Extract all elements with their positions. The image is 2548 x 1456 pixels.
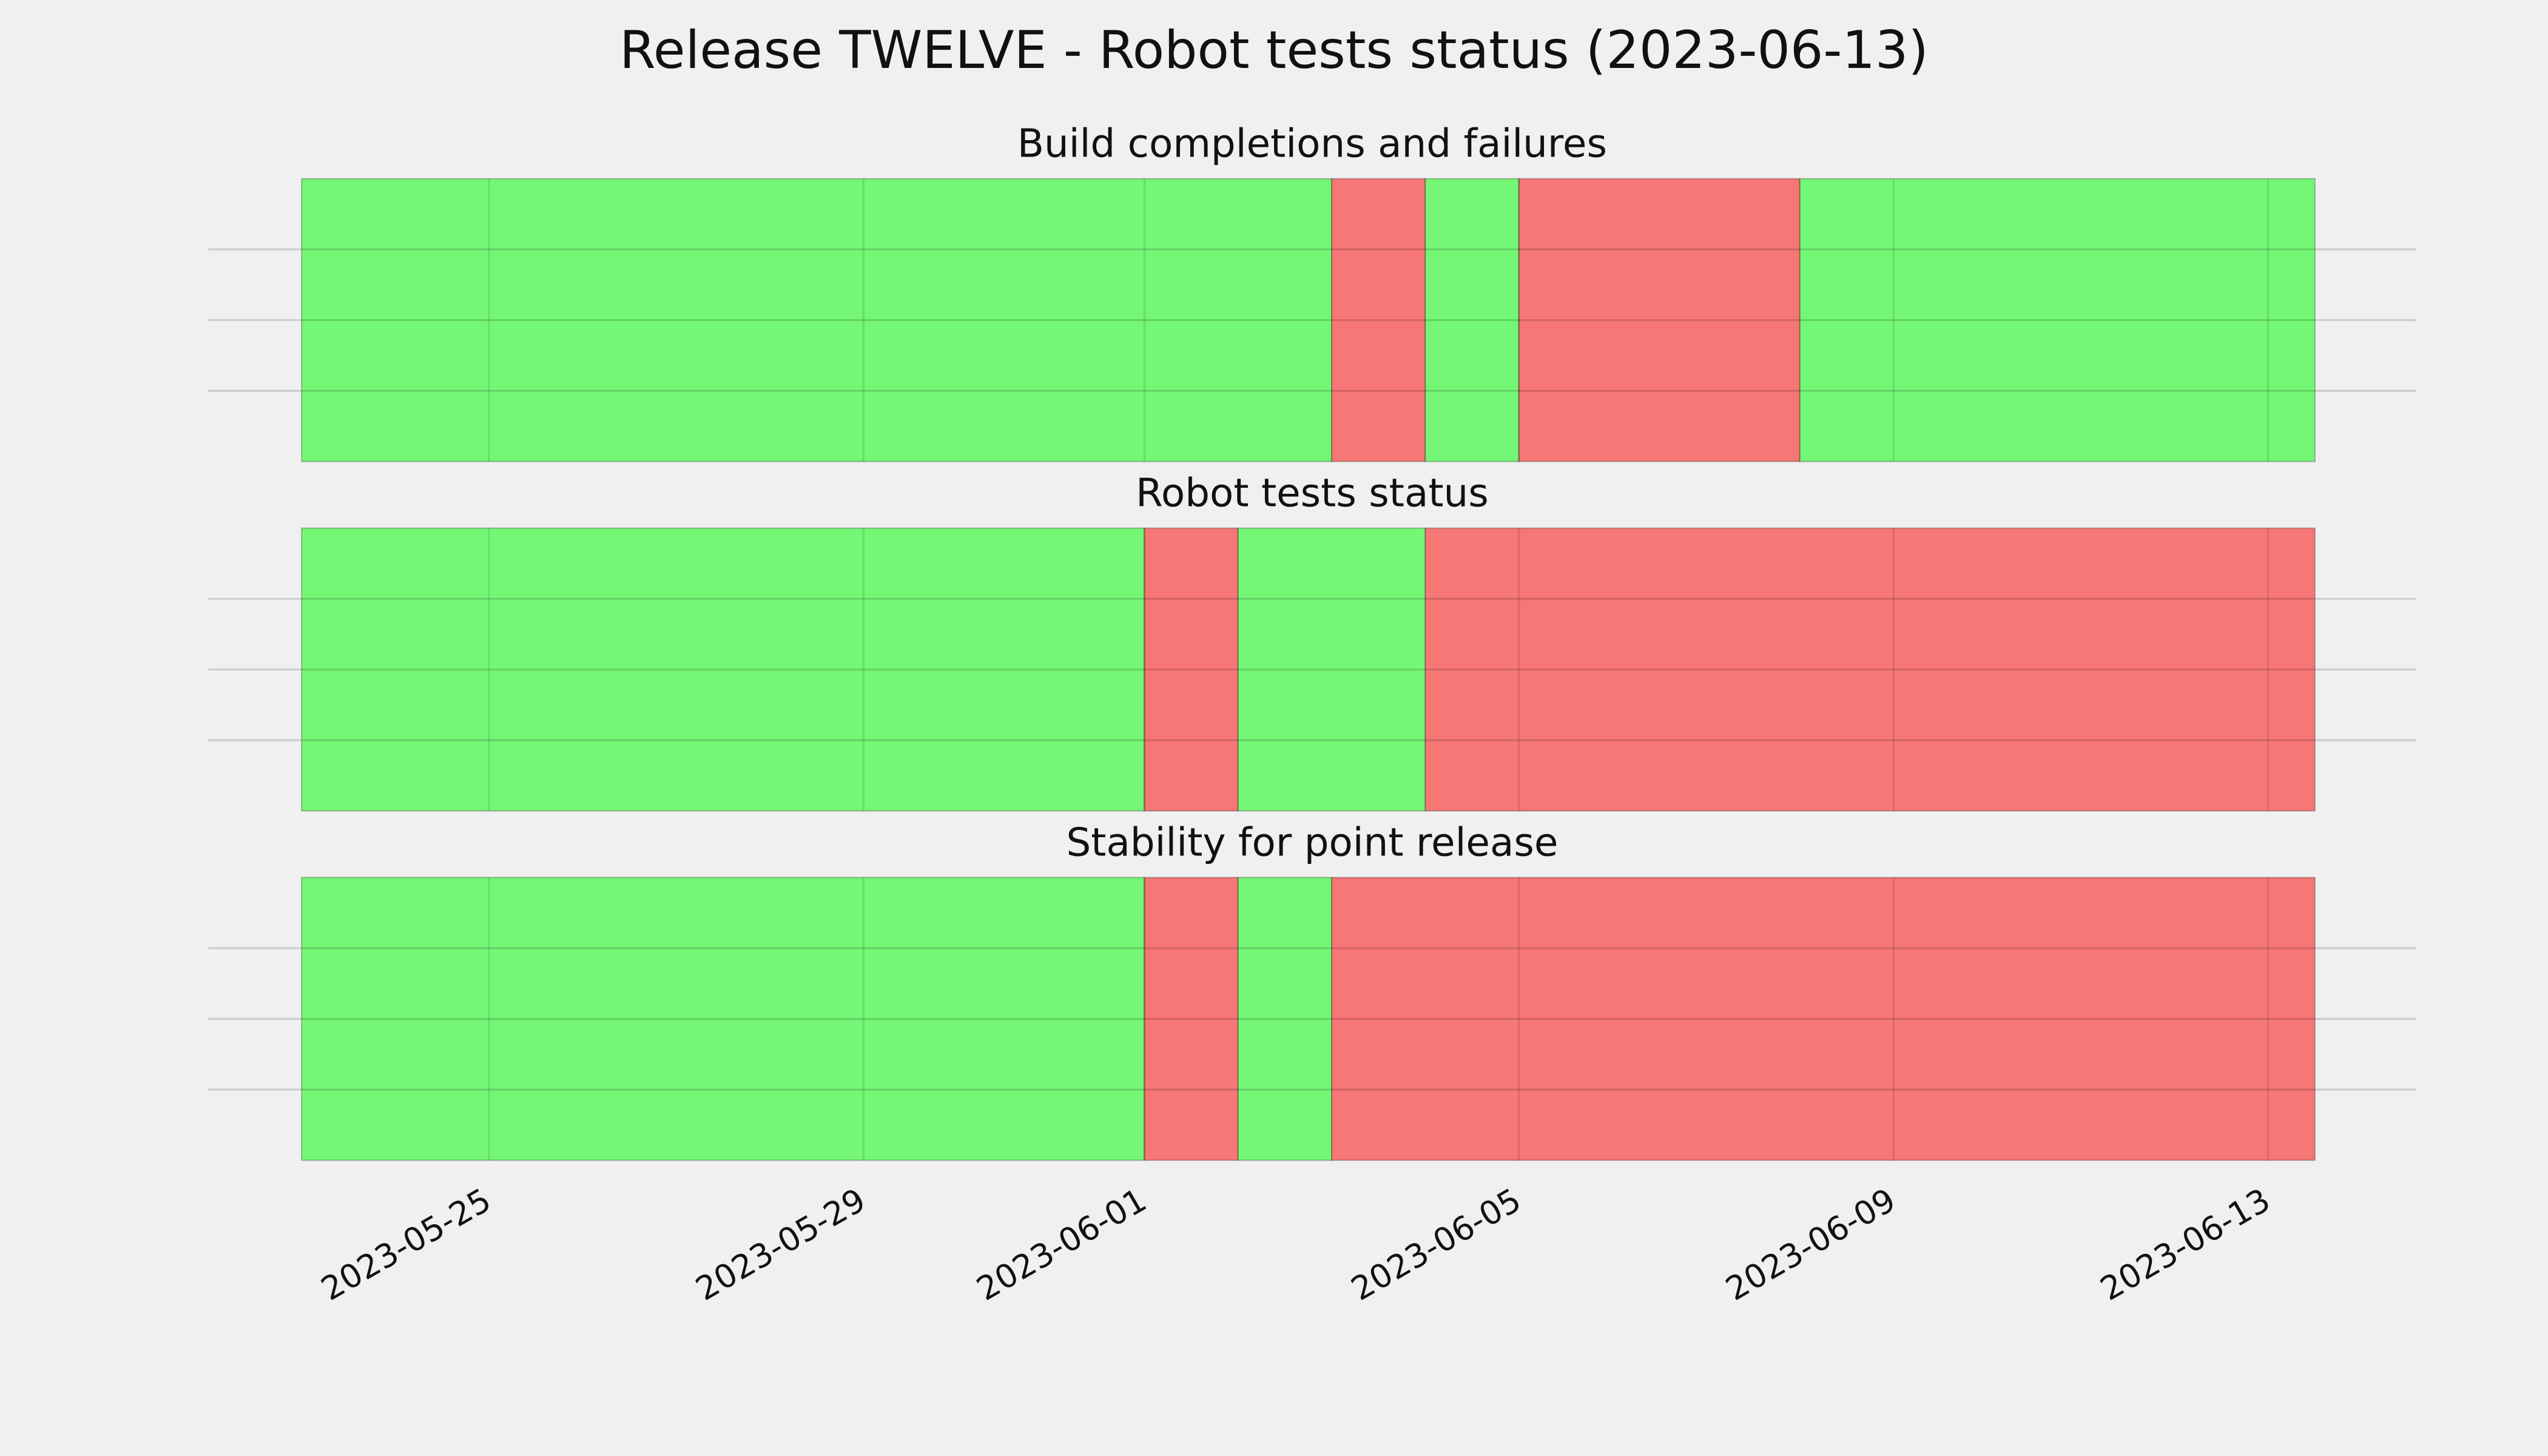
subplot-title: Robot tests status xyxy=(1136,471,1489,516)
status-span xyxy=(1144,527,1239,812)
x-tick-label: 2023-05-25 xyxy=(315,1181,497,1308)
x-tick-label: 2023-06-09 xyxy=(1719,1181,1902,1308)
chart-title: Release TWELVE - Robot tests status (202… xyxy=(619,20,1929,81)
status-span xyxy=(1424,178,1520,462)
status-span xyxy=(1237,877,1333,1161)
status-span xyxy=(1331,877,2316,1161)
status-span xyxy=(1424,527,2316,812)
subplot-title: Build completions and failures xyxy=(1017,121,1607,167)
status-span xyxy=(1518,178,1801,462)
x-tick-label: 2023-05-29 xyxy=(689,1181,872,1308)
x-tick-label: 2023-06-13 xyxy=(2094,1181,2276,1308)
status-span xyxy=(1799,178,2316,462)
status-span xyxy=(301,877,1145,1161)
x-tick-label: 2023-06-01 xyxy=(970,1181,1153,1308)
status-span xyxy=(301,178,1333,462)
status-span xyxy=(1331,178,1426,462)
x-tick-label: 2023-06-05 xyxy=(1345,1181,1528,1308)
status-span xyxy=(301,527,1145,812)
status-span xyxy=(1144,877,1239,1161)
subplot-title: Stability for point release xyxy=(1067,820,1559,865)
status-span xyxy=(1237,527,1426,812)
